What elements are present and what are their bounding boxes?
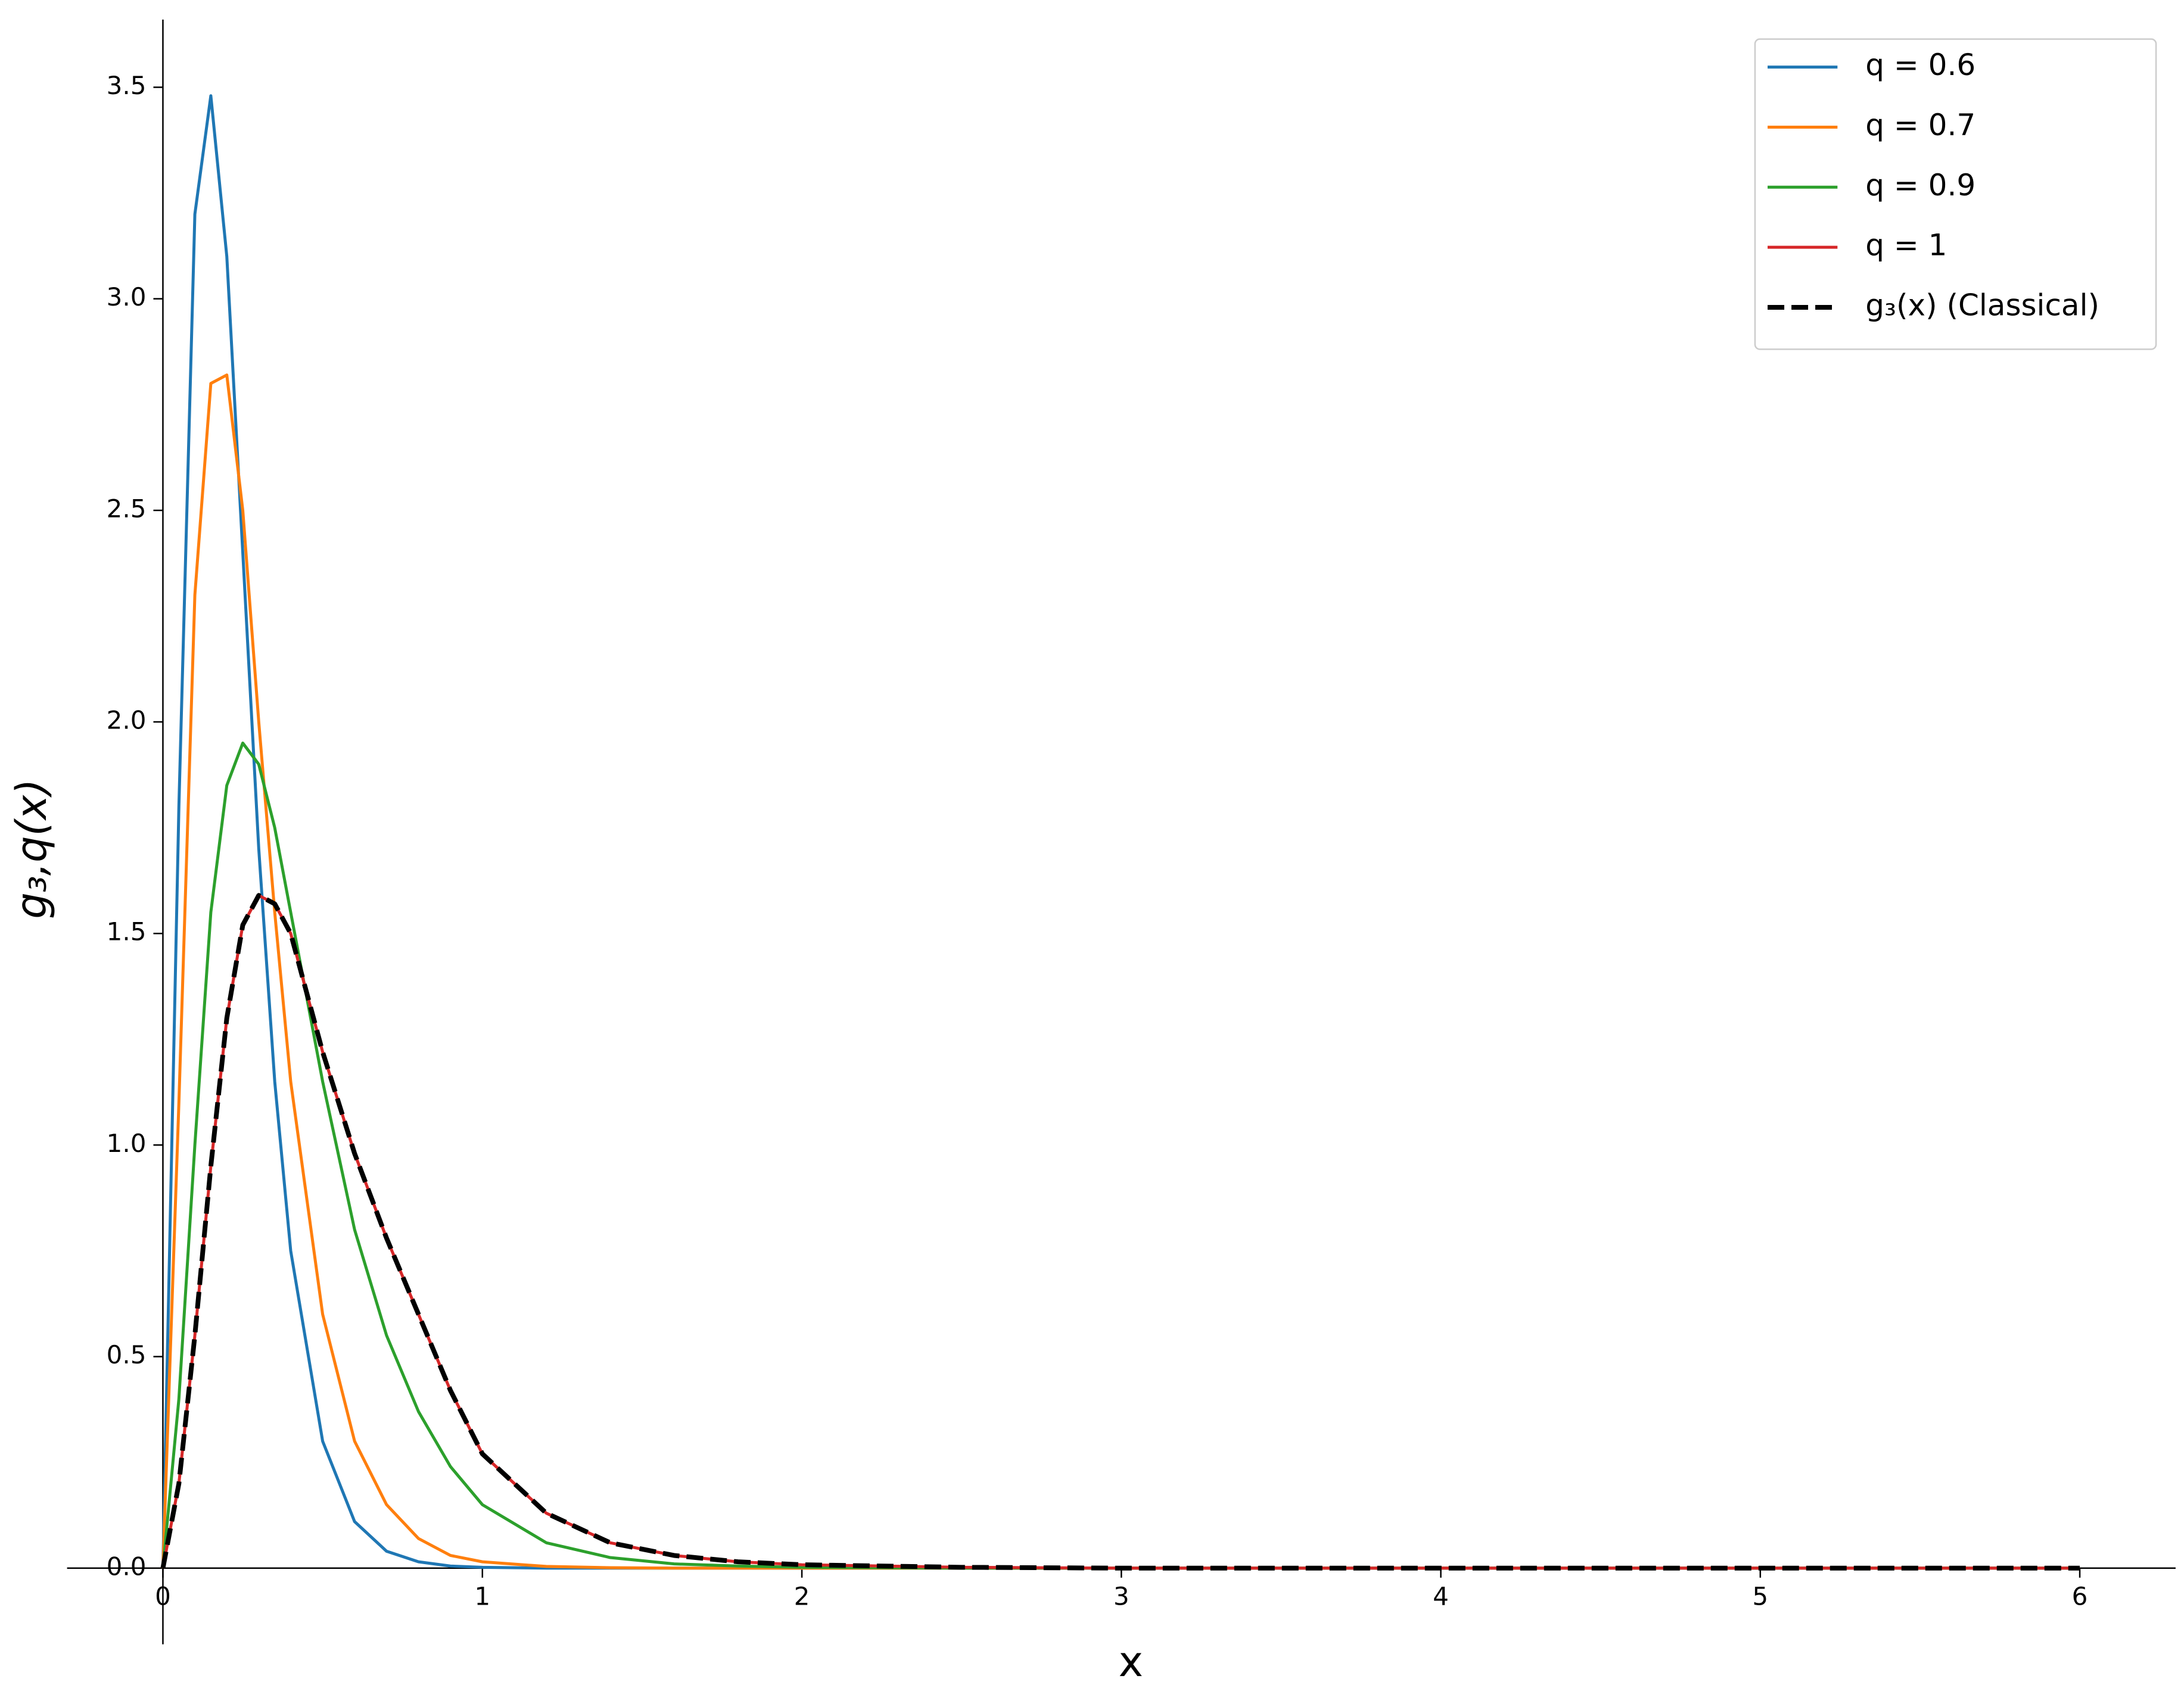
line-series: [160, 893, 2080, 1571]
legend-label: q = 0.9: [1865, 168, 1975, 203]
x-axis-label: x: [1119, 1637, 1143, 1686]
x-tick-label: 5: [1752, 1581, 1768, 1611]
y-axis-label: g₃,q(x): [7, 779, 56, 919]
legend-box: [1754, 38, 2157, 350]
x-tick-label: 6: [2072, 1581, 2088, 1611]
x-tick-label: 1: [474, 1581, 490, 1611]
y-tick-label: 3.5: [107, 71, 147, 100]
legend-label: q = 1: [1865, 228, 1947, 263]
x-tick-label: 4: [1433, 1581, 1449, 1611]
y-tick-label: 3.0: [107, 282, 147, 312]
y-tick-label: 2.5: [107, 494, 147, 523]
x-tick-label: 2: [794, 1581, 810, 1611]
legend-label: q = 0.7: [1865, 108, 1975, 142]
x-tick-label: 0: [155, 1581, 171, 1611]
y-tick-label: 1.0: [107, 1129, 147, 1158]
legend-label: g₃(x) (Classical): [1865, 288, 2099, 323]
y-tick-label: 2.0: [107, 706, 147, 735]
x-tick-label: 3: [1113, 1581, 1130, 1611]
y-tick-label: 0.0: [107, 1552, 147, 1581]
legend-label: q = 0.6: [1865, 48, 1975, 82]
y-tick-label: 0.5: [107, 1340, 147, 1369]
y-tick-label: 1.5: [107, 917, 147, 946]
